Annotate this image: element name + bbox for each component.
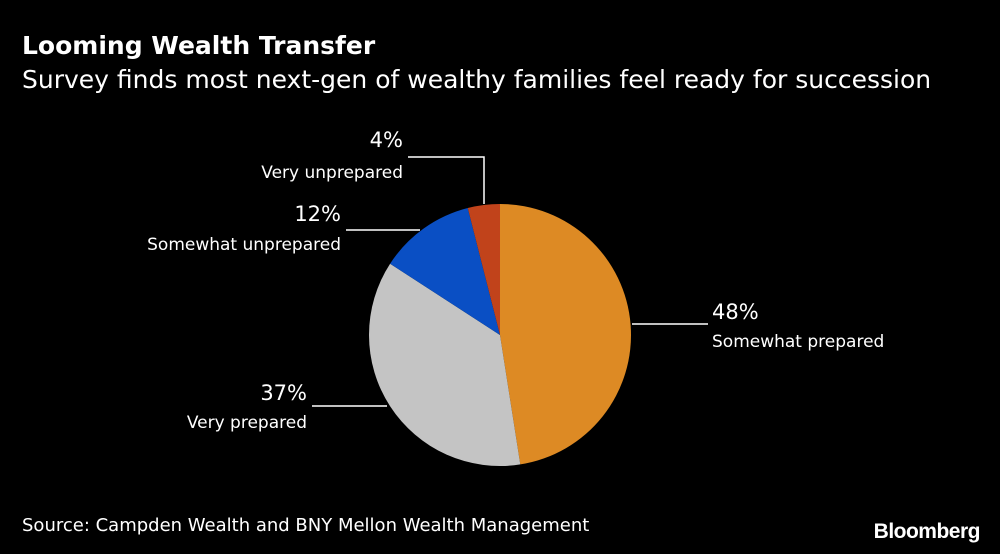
chart-title: Looming Wealth Transfer xyxy=(22,31,376,60)
slice-category-label-very-prepared: Very prepared xyxy=(187,413,307,433)
slice-category-label-somewhat-unprepared: Somewhat unprepared xyxy=(147,235,341,255)
leader-lines xyxy=(312,156,708,407)
slice-category-label-somewhat-prepared: Somewhat prepared xyxy=(712,332,884,352)
pie-slice-very-unprepared xyxy=(467,204,500,335)
bloomberg-logo: Bloomberg xyxy=(873,520,981,543)
leader-line-very-unprepared xyxy=(408,156,485,204)
source-note: Source: Campden Wealth and BNY Mellon We… xyxy=(22,515,590,536)
slice-value-label-somewhat-prepared: 48% xyxy=(712,300,759,324)
slice-value-label-somewhat-unprepared: 12% xyxy=(294,202,341,226)
pie-slice-very-prepared xyxy=(369,263,521,467)
pie-slice-somewhat-prepared xyxy=(500,204,632,465)
pie-slice-somewhat-unprepared xyxy=(390,208,500,335)
pie-slices xyxy=(369,204,632,467)
chart-subtitle: Survey finds most next-gen of wealthy fa… xyxy=(22,65,932,94)
slice-category-label-very-unprepared: Very unprepared xyxy=(261,163,403,183)
slice-value-label-very-prepared: 37% xyxy=(260,381,307,405)
slice-value-label-very-unprepared: 4% xyxy=(370,128,403,152)
